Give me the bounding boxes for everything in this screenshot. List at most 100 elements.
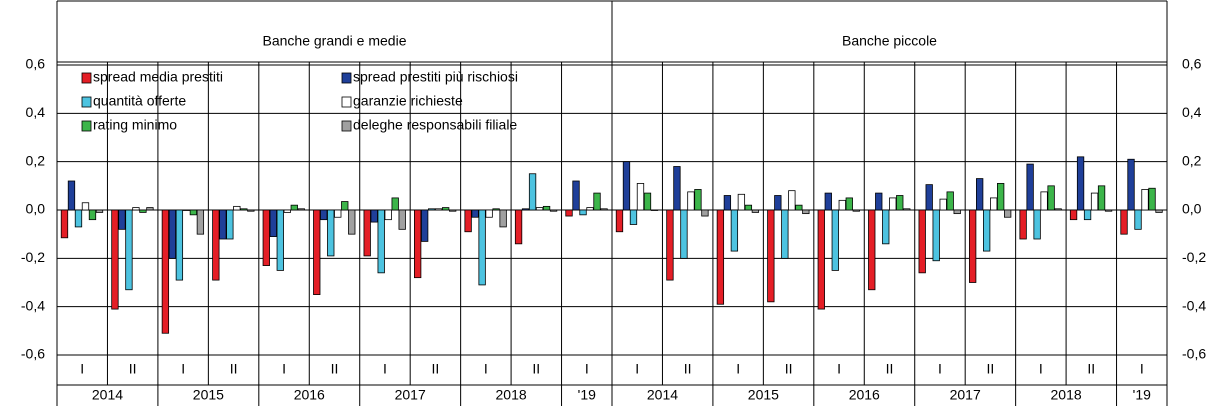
bar [997,183,1005,211]
bar [716,209,725,305]
bar [240,208,248,211]
bar [586,207,594,211]
bar [946,191,954,211]
bar [1141,189,1149,211]
bar [212,209,220,281]
bar [1120,209,1128,235]
y2-tick-label: -0,2 [1182,249,1206,265]
bar [471,209,479,218]
y-tick-label: -0,6 [21,346,45,362]
panel-title: Banche grandi e medie [263,33,407,49]
legend-label: spread prestiti più rischiosi [353,69,518,85]
x-tick-label: I [837,361,841,377]
x-tick-label: I [181,361,185,377]
bar [283,209,291,213]
bar [1090,192,1099,211]
bar [615,209,624,233]
y-tick-label: 0,4 [26,104,46,120]
bar [363,209,371,257]
bar [88,209,97,221]
bar [1104,209,1113,212]
bar [1004,209,1012,218]
bar [485,209,493,218]
x-tick-label: II [532,361,540,377]
bar [1134,209,1142,230]
y-tick-label: -0,2 [21,249,45,265]
bar [723,195,732,211]
bar [384,209,392,221]
x-tick-label: I [938,361,942,377]
bar [701,209,709,217]
bar [398,209,406,230]
bar [161,209,170,334]
bar [983,209,991,252]
bar [95,209,104,213]
bar [348,209,356,235]
bar [320,209,328,221]
bar [643,192,652,211]
bar [629,209,638,225]
bar [737,193,746,211]
legend-swatch [341,120,352,132]
bar [81,202,90,211]
bar [189,209,198,216]
bar [442,207,450,211]
bar [852,209,860,212]
y-tick-label: -0,4 [21,297,45,313]
x-tick-label: II [331,361,339,377]
y2-tick-label: -0,6 [1182,346,1206,362]
legend-label: garanzie richieste [353,93,463,109]
bar [767,209,775,303]
bar [831,209,839,271]
bar [276,209,284,271]
x-tick-label: II [987,361,995,377]
group-label: 2018 [496,387,527,403]
bar [896,195,904,211]
legend-swatch [341,72,352,84]
bar [196,209,205,235]
bar [1083,209,1092,221]
legend-label: quantità offerte [93,93,186,109]
bar [233,205,241,211]
y-tick-label: 0,0 [26,201,46,217]
bar [219,209,227,240]
x-tick-label: I [585,361,589,377]
bar [730,209,739,252]
bar [650,209,659,211]
y-tick-label: 0,6 [26,56,46,72]
bar [146,207,154,211]
bar [132,207,140,211]
bar [889,197,897,211]
bar [1155,209,1163,213]
bar [391,197,399,211]
bar [428,208,436,211]
x-tick-label: II [684,361,692,377]
bar [680,209,688,259]
group-label: 2017 [395,387,426,403]
bar [499,209,507,228]
x-tick-label: I [282,361,286,377]
bar [1026,163,1034,211]
bar [521,208,530,211]
bar [528,173,537,211]
bar [377,209,385,274]
bar [370,209,378,223]
bar [918,209,926,274]
bar [514,209,523,245]
bar [600,208,608,211]
bar [492,208,500,211]
bar [168,209,177,259]
bar [226,209,234,240]
bar [565,209,573,217]
bar [535,207,544,211]
x-tick-label: II [230,361,238,377]
bar [313,209,321,295]
bar [744,204,753,211]
bar [976,178,984,211]
group-label: '19 [1133,387,1151,403]
x-tick-label: I [1039,361,1043,377]
bar [125,209,133,291]
bar [781,209,789,259]
x-tick-label: II [129,361,137,377]
bar [802,209,810,215]
